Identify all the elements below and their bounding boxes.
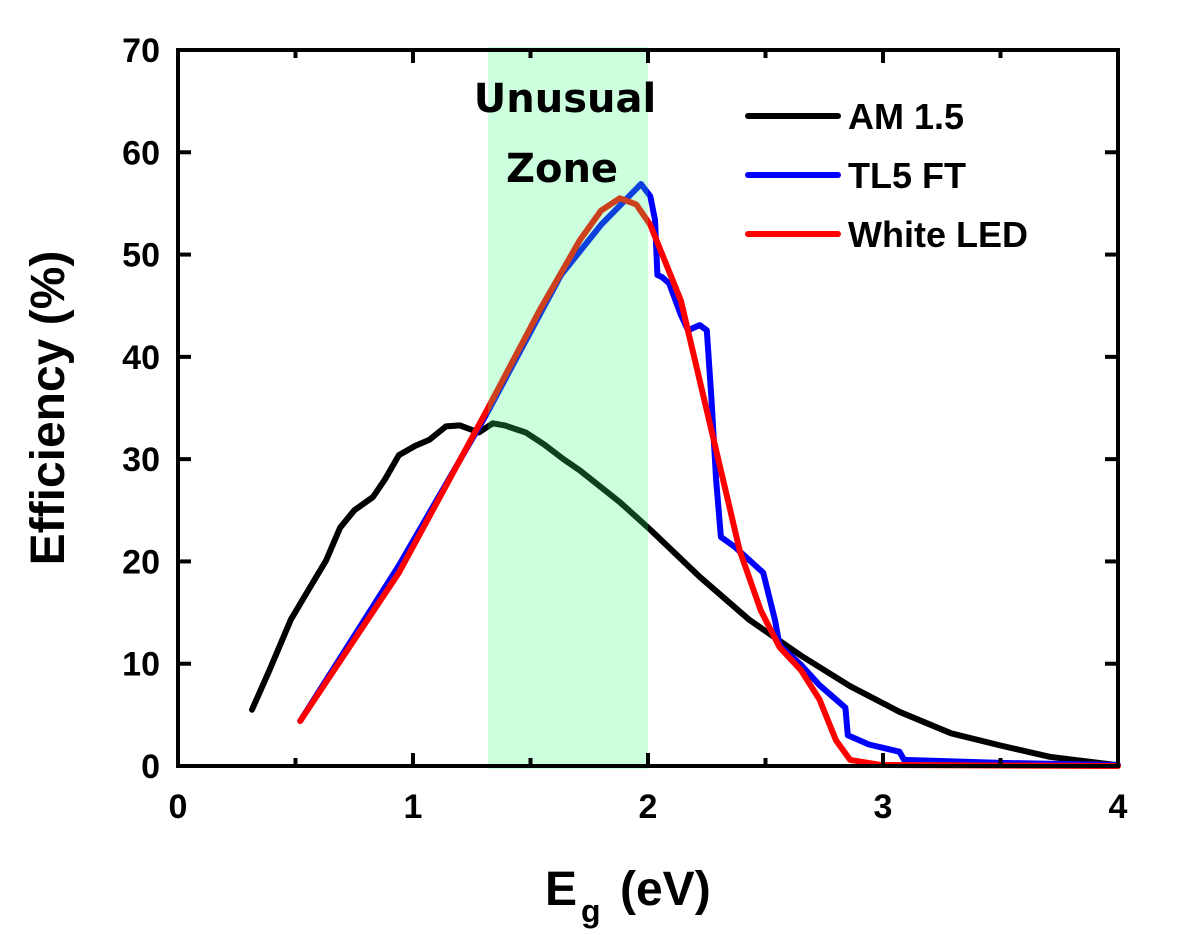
series-layer [249,181,1121,769]
y-tick-label: 10 [122,646,160,684]
legend-label: AM 1.5 [848,96,964,137]
x-tick-label: 2 [639,788,658,826]
series-line-white-led [297,195,1121,769]
legend-item: White LED [745,214,1028,255]
y-axis-title: Efficiency (%) [22,251,75,566]
legend-item: AM 1.5 [745,96,964,137]
x-tick-label: 0 [169,788,188,826]
y-tick-label: 30 [122,441,160,479]
band-label-line-2: Zone [506,146,618,192]
y-tick-label: 50 [122,237,160,275]
y-tick-label: 60 [122,134,160,172]
legend-label: TL5 FT [848,155,966,196]
x-axis-title-unit: (eV) [620,863,711,916]
band-label-line-1: Unusual [474,76,656,122]
x-tick-label: 1 [404,788,423,826]
y-tick-label: 70 [122,32,160,70]
y-tick-labels: 0 10 20 30 40 50 60 70 [122,32,160,786]
y-tick-label: 0 [141,748,160,786]
legend: AM 1.5 TL5 FT White LED [745,96,1028,255]
series-line-tl5-ft [297,181,1121,768]
x-axis-title-symbol: E [545,863,577,916]
y-tick-label: 40 [122,339,160,377]
axes [176,48,1120,768]
series-line-am-1-5 [249,420,1119,768]
unusual-zone-band [488,47,648,769]
x-tick-label: 3 [874,788,893,826]
x-tick-label: 4 [1109,788,1128,826]
x-tick-labels: 0 1 2 3 4 [169,788,1128,826]
legend-label: White LED [848,214,1028,255]
legend-item: TL5 FT [745,155,966,196]
y-tick-label: 20 [122,543,160,581]
x-axis-title-subscript: g [581,893,601,929]
x-axis-title: E g (eV) [545,863,711,929]
